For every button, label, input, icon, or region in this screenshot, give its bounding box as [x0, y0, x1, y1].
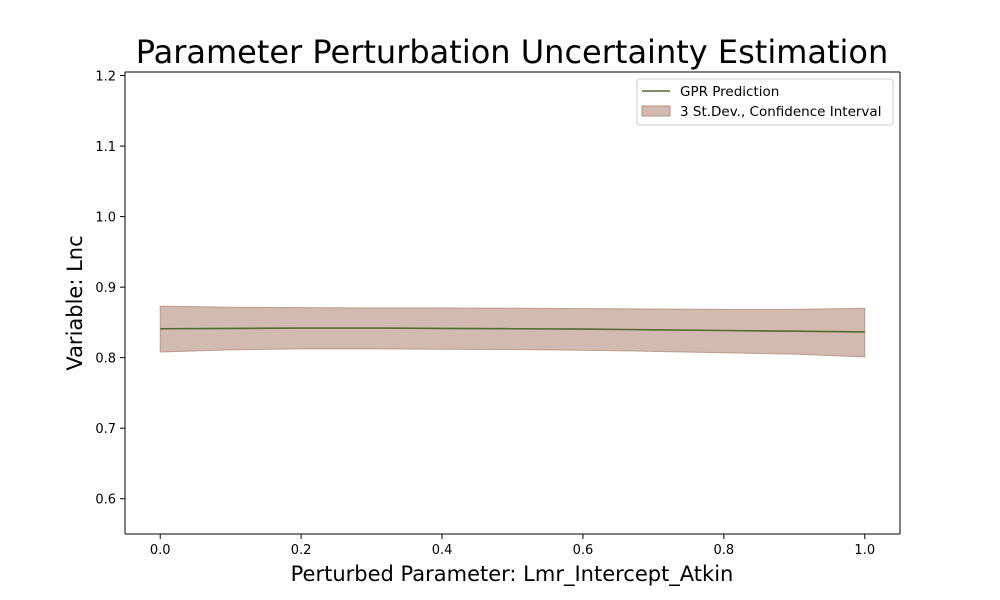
y-tick-label: 0.7	[95, 422, 116, 437]
legend-band-swatch	[641, 105, 671, 117]
y-tick-label: 0.6	[95, 493, 116, 508]
y-tick-label: 1.0	[95, 211, 116, 226]
legend: GPR Prediction 3 St.Dev., Confidence Int…	[636, 78, 894, 126]
x-tick-label: 0.2	[291, 543, 312, 558]
x-tick-label: 0.0	[150, 543, 171, 558]
confidence-band	[159, 305, 866, 358]
y-tick-label: 1.2	[95, 70, 116, 85]
x-tick-label: 1.0	[854, 543, 875, 558]
series-layer	[159, 305, 866, 358]
legend-label-prediction: GPR Prediction	[680, 84, 779, 100]
x-axis-label: Perturbed Parameter: Lmr_Intercept_Atkin	[291, 562, 734, 587]
chart-title: Parameter Perturbation Uncertainty Estim…	[136, 33, 889, 71]
legend-frame	[636, 78, 894, 126]
legend-label-confidence: 3 St.Dev., Confidence Interval	[680, 104, 881, 120]
x-tick-label: 0.4	[432, 543, 453, 558]
y-axis-label: Variable: Lnc	[63, 235, 87, 370]
y-axis-ticks: 0.6 0.7 0.8 0.9 1.0 1.1 1.2	[95, 70, 125, 508]
y-tick-label: 0.9	[95, 281, 116, 296]
axes-frame	[124, 71, 901, 535]
x-tick-label: 0.6	[573, 543, 594, 558]
plot-area	[125, 72, 900, 534]
x-axis-ticks: 0.0 0.2 0.4 0.6 0.8 1.0	[150, 534, 875, 558]
x-tick-label: 0.8	[714, 543, 735, 558]
y-tick-label: 0.8	[95, 352, 116, 367]
y-tick-label: 1.1	[95, 140, 116, 155]
prediction-line	[160, 327, 865, 333]
